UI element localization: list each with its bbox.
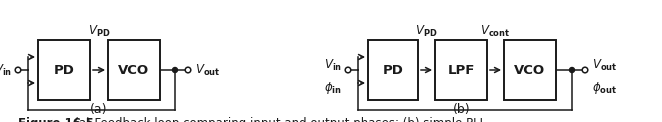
Bar	[108, 40, 160, 100]
Text: (a) Feedback loop comparing input and output phases; (b) simple PLL.: (a) Feedback loop comparing input and ou…	[63, 117, 490, 122]
Text: $V_{\mathbf{in}}$: $V_{\mathbf{in}}$	[324, 57, 342, 73]
Text: VCO: VCO	[118, 63, 150, 76]
Text: $V_{\mathbf{out}}$: $V_{\mathbf{out}}$	[592, 57, 617, 73]
Text: $\phi_{\mathbf{out}}$: $\phi_{\mathbf{out}}$	[592, 80, 617, 96]
Text: $V_{\mathbf{PD}}$: $V_{\mathbf{PD}}$	[415, 24, 438, 39]
Bar	[368, 40, 418, 100]
Text: (b): (b)	[453, 103, 471, 116]
Circle shape	[15, 67, 21, 73]
Text: PD: PD	[54, 63, 74, 76]
Circle shape	[345, 67, 351, 73]
Text: $V_{\mathbf{PD}}$: $V_{\mathbf{PD}}$	[88, 24, 110, 39]
Text: PD: PD	[383, 63, 403, 76]
Circle shape	[582, 67, 588, 73]
Text: LPF: LPF	[448, 63, 475, 76]
Bar	[38, 40, 90, 100]
Bar	[435, 40, 487, 100]
Text: VCO: VCO	[514, 63, 545, 76]
Text: $V_{\mathbf{out}}$: $V_{\mathbf{out}}$	[195, 62, 220, 78]
Circle shape	[569, 67, 575, 72]
Text: Figure 16.5: Figure 16.5	[18, 117, 94, 122]
Circle shape	[173, 67, 177, 72]
Bar	[504, 40, 556, 100]
Text: (a): (a)	[90, 103, 108, 116]
Text: $\phi_{\mathbf{in}}$: $\phi_{\mathbf{in}}$	[324, 80, 342, 96]
Circle shape	[185, 67, 191, 73]
Text: $V_{\mathbf{in}}$: $V_{\mathbf{in}}$	[0, 62, 12, 78]
Text: $V_{\mathbf{cont}}$: $V_{\mathbf{cont}}$	[481, 24, 510, 39]
